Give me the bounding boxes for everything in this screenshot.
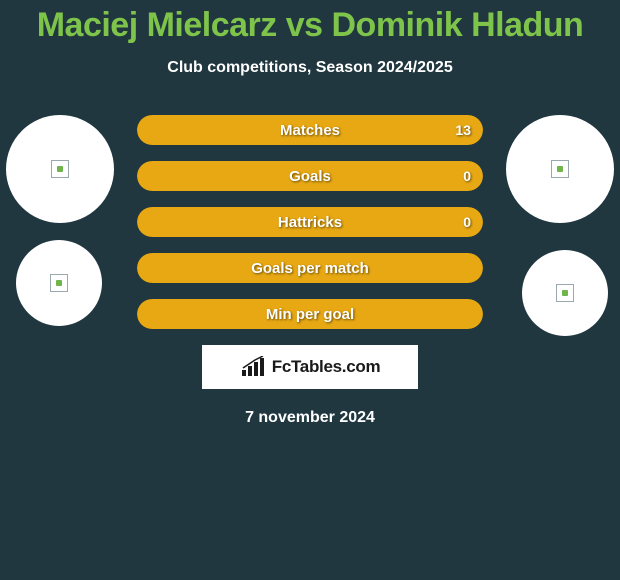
team-avatar-bottom-left bbox=[16, 240, 102, 326]
stat-right-value: 13 bbox=[455, 122, 471, 138]
stat-label: Hattricks bbox=[278, 214, 342, 231]
stat-bar: Matches 13 bbox=[137, 115, 483, 145]
stat-bar: Hattricks 0 bbox=[137, 207, 483, 237]
player-avatar-top-right bbox=[506, 115, 614, 223]
stat-right-value: 0 bbox=[463, 214, 471, 230]
brand-text: FcTables.com bbox=[272, 357, 381, 377]
stat-bar: Min per goal bbox=[137, 299, 483, 329]
image-placeholder-icon bbox=[51, 160, 69, 178]
stat-label: Goals bbox=[289, 168, 331, 185]
image-placeholder-icon bbox=[551, 160, 569, 178]
image-placeholder-icon bbox=[50, 274, 68, 292]
brand-badge: FcTables.com bbox=[202, 345, 418, 389]
stat-bar: Goals per match bbox=[137, 253, 483, 283]
stats-area: Matches 13 Goals 0 Hattricks 0 Goals per match… bbox=[0, 115, 620, 427]
brand-text-suffix: Tables.com bbox=[291, 357, 380, 376]
comparison-title: Maciej Mielcarz vs Dominik Hladun bbox=[0, 0, 620, 45]
brand-text-prefix: Fc bbox=[272, 357, 291, 376]
stat-bars: Matches 13 Goals 0 Hattricks 0 Goals per match… bbox=[137, 115, 483, 329]
image-placeholder-icon bbox=[556, 284, 574, 302]
comparison-subtitle: Club competitions, Season 2024/2025 bbox=[0, 59, 620, 77]
stat-right-value: 0 bbox=[463, 168, 471, 184]
player-avatar-top-left bbox=[6, 115, 114, 223]
stat-label: Min per goal bbox=[266, 306, 354, 323]
brand-chart-icon bbox=[240, 356, 268, 378]
stat-bar: Goals 0 bbox=[137, 161, 483, 191]
snapshot-date: 7 november 2024 bbox=[0, 409, 620, 427]
team-avatar-bottom-right bbox=[522, 250, 608, 336]
stat-label: Matches bbox=[280, 122, 340, 139]
stat-label: Goals per match bbox=[251, 260, 369, 277]
